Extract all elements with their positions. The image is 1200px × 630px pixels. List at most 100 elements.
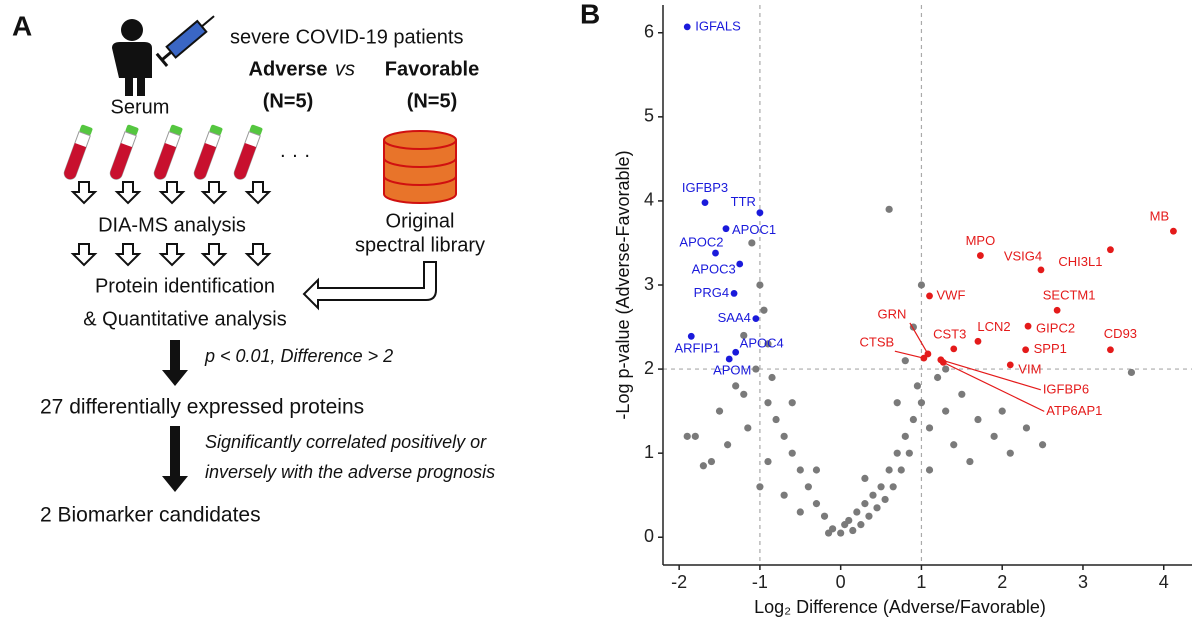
point [1037,266,1045,274]
filter-label: p < 0.01, Difference > 2 [204,346,393,366]
point [1107,246,1114,254]
x-tick-label: 4 [1159,572,1169,592]
point [752,365,760,373]
group-n: (N=5) [263,90,314,112]
result-label: 2 Biomarker candidates [40,504,261,527]
point [869,491,877,499]
point [857,521,865,529]
point-label: CTSB [860,335,895,350]
filter-label: Significantly correlated positively or [205,432,487,452]
point [1127,368,1136,377]
step-label: DIA-MS analysis [98,214,246,236]
point [897,466,905,474]
x-tick-label: -2 [671,572,687,592]
point [1006,449,1014,457]
point [849,526,857,535]
point [699,462,707,470]
point-label: CHI3L1 [1058,254,1102,269]
point [748,239,756,247]
point [796,466,804,474]
point [725,355,733,363]
point-label: MB [1150,209,1170,224]
point [732,382,740,390]
filled-arrow [162,426,188,492]
point [925,466,934,474]
sample-label: Serum [111,96,170,118]
step-label: Protein identification [95,275,275,297]
point [853,508,861,516]
point [837,529,845,537]
point [820,512,829,520]
point [889,483,897,491]
point [1022,346,1030,354]
point [977,252,984,259]
point [958,390,966,398]
point [1022,424,1031,432]
point [796,508,804,516]
point-label: GRN [877,306,906,321]
point [1038,441,1047,449]
group-label: Favorable [385,58,479,80]
point [901,357,909,365]
leader-line [942,361,1045,412]
point [942,365,950,373]
point [722,225,730,233]
point [768,373,776,382]
point-label: APOC2 [679,234,723,249]
point [724,441,732,449]
leader-line [940,359,1041,391]
y-tick-label: 1 [644,442,654,462]
point [740,331,748,340]
point [1170,227,1177,235]
point [715,407,724,415]
point [701,199,709,206]
y-tick-label: 3 [644,274,654,294]
point-label: VSIG4 [1004,248,1042,263]
header: severe COVID-19 patients [230,26,463,48]
point [1053,306,1061,314]
point-label: APOC1 [732,222,776,237]
point [683,432,691,440]
point [756,483,764,491]
hollow-bent-arrow [302,261,437,311]
point-label: TTR [731,194,756,209]
point [772,415,780,424]
point-label: IGFBP3 [682,180,728,195]
point [885,205,893,213]
y-axis-label: -Log p-value (Adverse-Favorable) [613,150,633,419]
y-tick-label: 0 [644,526,654,546]
person-icon [112,19,152,96]
x-tick-label: 0 [836,572,846,592]
point [707,457,716,466]
point [933,373,942,382]
point [804,483,812,491]
x-tick-label: 3 [1078,572,1088,592]
point [877,483,885,491]
point [861,500,869,508]
group-n: (N=5) [407,90,458,112]
point [687,332,695,340]
point [812,466,821,474]
x-axis-label: Log₂ Difference (Adverse/Favorable) [754,597,1046,617]
y-tick-label: 6 [644,21,654,41]
point-label: GIPC2 [1036,321,1075,336]
filled-arrow [162,340,188,386]
point-label: CST3 [933,326,966,341]
point [712,249,719,257]
point [998,407,1006,415]
point-label: VIM [1018,361,1041,376]
point [683,23,691,31]
library-label: Original [386,210,455,232]
point [913,382,922,390]
point [909,415,917,424]
point-label: LCN2 [977,319,1010,334]
point-label: SAA4 [718,310,751,325]
y-tick-label: 5 [644,106,654,126]
point [926,292,933,300]
point [873,504,881,512]
point [1107,346,1114,354]
point [780,491,788,499]
point [974,415,982,424]
point [942,407,950,415]
